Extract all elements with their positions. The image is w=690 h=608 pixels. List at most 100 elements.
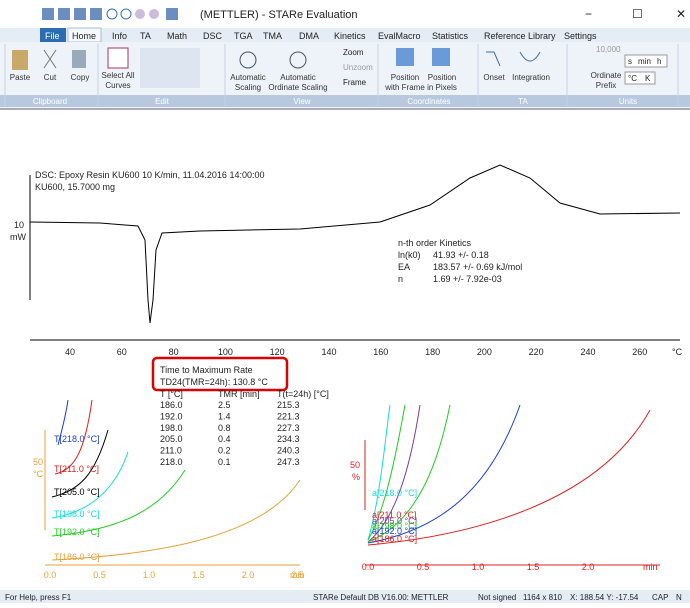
table-header: T [°C] xyxy=(160,389,183,399)
button-label[interactable]: Prefix xyxy=(596,81,616,90)
unit-option[interactable]: s xyxy=(628,57,632,66)
quick-access[interactable] xyxy=(42,8,178,20)
tab[interactable]: Math xyxy=(167,31,187,41)
group-label: Units xyxy=(619,97,637,106)
curve-label: T[211.0 °C] xyxy=(54,464,99,474)
button-label[interactable]: Ordinate Scaling xyxy=(268,83,327,92)
group-label: TA xyxy=(518,97,528,106)
status-text: CAP xyxy=(652,593,668,602)
table-cell: 0.4 xyxy=(218,434,231,444)
kinetics-value: 183.57 +/- 0.69 kJ/mol xyxy=(433,262,522,272)
x-tick-label: 2.0 xyxy=(242,570,255,580)
unit-option[interactable]: min xyxy=(638,57,651,66)
table-cell: 1.4 xyxy=(218,411,231,421)
button-label[interactable]: Position xyxy=(391,73,419,82)
tab[interactable]: Kinetics xyxy=(334,31,366,41)
x-tick-label: 200 xyxy=(477,347,492,357)
x-tick-label: 0.0 xyxy=(362,562,375,572)
tab[interactable]: DSC xyxy=(203,31,223,41)
kinetics-value: ln(k0) xyxy=(398,250,421,260)
button-label[interactable]: Unzoom xyxy=(343,63,373,72)
tab[interactable]: DMA xyxy=(299,31,319,41)
table-header: T(t=24h) [°C] xyxy=(277,389,329,399)
group-label: Clipboard xyxy=(33,97,67,106)
button-label[interactable]: Select All xyxy=(102,71,135,80)
tab[interactable]: TMA xyxy=(263,31,282,41)
unit-option[interactable]: h xyxy=(657,57,661,66)
minimize[interactable]: − xyxy=(585,7,592,21)
curve-label: a[186.0 °C] xyxy=(372,534,417,544)
tab[interactable]: EvalMacro xyxy=(378,31,421,41)
curve-label: T[218.0 °C] xyxy=(54,434,100,444)
table-cell: 234.3 xyxy=(277,434,300,444)
maximize[interactable]: ☐ xyxy=(632,7,643,21)
unit-option[interactable]: K xyxy=(645,74,651,83)
tab[interactable]: Settings xyxy=(564,31,597,41)
curve-label: T[205.0 °C] xyxy=(54,487,100,497)
button-label[interactable]: Onset xyxy=(483,73,505,82)
prefix: 10,000 xyxy=(596,45,621,54)
curve-label: T[186.0 °C] xyxy=(54,552,100,562)
tab[interactable]: Statistics xyxy=(432,31,469,41)
table-cell: 198.0 xyxy=(160,423,183,433)
table-cell: 247.3 xyxy=(277,457,300,467)
unit-option[interactable]: °C xyxy=(628,74,637,83)
button-label[interactable]: Scaling xyxy=(235,83,261,92)
left-chart: 50 °C min xyxy=(33,399,305,580)
status-text: For Help, press F1 xyxy=(5,593,72,602)
x-tick-label: 160 xyxy=(373,347,388,357)
button-label[interactable]: Paste xyxy=(10,73,31,82)
header: KU600, 15.7000 mg xyxy=(35,182,115,192)
tab[interactable]: TA xyxy=(140,31,151,41)
close[interactable]: ✕ xyxy=(676,7,686,21)
table-cell: 186.0 xyxy=(160,400,183,410)
x-tick-label: 120 xyxy=(270,347,285,357)
scale-unit: % xyxy=(352,472,360,482)
button-label[interactable]: Ordinate xyxy=(591,71,622,80)
button-label[interactable]: Position xyxy=(428,73,456,82)
button-label[interactable]: Curves xyxy=(105,81,130,90)
table-cell: 227.3 xyxy=(277,423,300,433)
table-cell: 221.3 xyxy=(277,411,300,421)
button-label[interactable]: Zoom xyxy=(343,48,364,57)
tab[interactable]: Reference Library xyxy=(484,31,556,41)
button-label[interactable]: Copy xyxy=(71,73,90,82)
button-label[interactable]: in Pixels xyxy=(427,83,457,92)
button-label[interactable]: with Frame xyxy=(384,83,425,92)
button-label[interactable]: Automatic xyxy=(280,73,316,82)
tmr-title: Time to Maximum Rate xyxy=(160,365,253,375)
button-label[interactable]: Automatic xyxy=(230,73,266,82)
x-tick-label: 60 xyxy=(117,347,127,357)
scale-value: 50 xyxy=(350,460,360,470)
tab[interactable]: Info xyxy=(112,31,127,41)
header: DSC: Epoxy Resin KU600 10 K/min, 11.04.2… xyxy=(35,170,264,180)
kinetics-value: 41.93 +/- 0.18 xyxy=(433,250,489,260)
status-text: STARe Default DB V16.00: METTLER xyxy=(313,593,449,602)
table-header: TMR [min] xyxy=(218,389,260,399)
tab[interactable]: Home xyxy=(72,31,96,41)
x-tick-label: 40 xyxy=(65,347,75,357)
curve-label: T[198.0 °C] xyxy=(54,509,100,519)
group-label: Edit xyxy=(155,97,170,106)
right-chart: 50 % min xyxy=(350,404,660,572)
x-tick-label: 260 xyxy=(632,347,647,357)
scale-value: 10 xyxy=(14,220,24,230)
curve-label: T[192.0 °C] xyxy=(54,527,100,537)
table-cell: 192.0 xyxy=(160,411,183,421)
scale-value: 50 xyxy=(33,457,43,467)
x-tick-label: 1.5 xyxy=(192,570,205,580)
button-label[interactable]: Frame xyxy=(343,78,367,87)
table-cell: 215.3 xyxy=(277,400,300,410)
x-tick-label: 180 xyxy=(425,347,440,357)
dsc-curve xyxy=(29,164,681,324)
table-cell: 218.0 xyxy=(160,457,183,467)
tab[interactable]: File xyxy=(45,31,60,41)
x-tick-label: 220 xyxy=(529,347,544,357)
table-cell: 211.0 xyxy=(160,446,182,456)
x-unit: min xyxy=(290,570,305,580)
button-label[interactable]: Integration xyxy=(512,73,550,82)
table-cell: 240.3 xyxy=(277,446,300,456)
group-label: Coordinates xyxy=(407,97,450,106)
tab[interactable]: TGA xyxy=(234,31,253,41)
button-label[interactable]: Cut xyxy=(44,73,57,82)
